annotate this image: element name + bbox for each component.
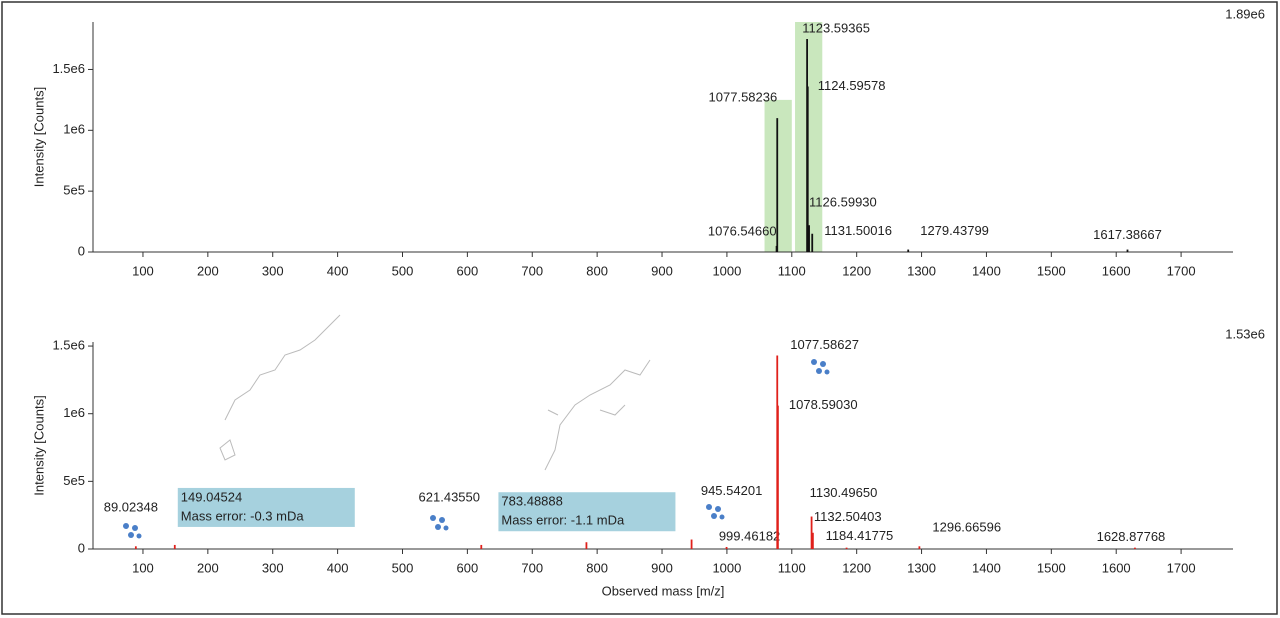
x-tick-label: 600	[457, 560, 479, 575]
y-tick-label: 5e5	[63, 183, 85, 198]
y-tick-label: 5e5	[63, 473, 85, 488]
highlight	[795, 22, 823, 252]
x-tick-label: 300	[262, 263, 284, 278]
peak-label: 1628.87768	[1097, 529, 1166, 544]
x-tick-label: 1300	[907, 263, 936, 278]
x-tick-label: 400	[327, 560, 349, 575]
x-tick-label: 1500	[1037, 263, 1066, 278]
x-axis-label: Observed mass [m/z]	[602, 583, 725, 598]
x-tick-label: 500	[392, 263, 414, 278]
x-tick-label: 1100	[778, 263, 806, 278]
y-tick-label: 1.5e6	[52, 337, 85, 352]
peak-label: 1077.58627	[790, 337, 859, 352]
x-tick-label: 1700	[1167, 560, 1196, 575]
peak-label: 1078.59030	[789, 397, 858, 412]
x-tick-label: 1600	[1102, 263, 1131, 278]
y-axis-label: Intensity [Counts]	[31, 87, 46, 187]
x-tick-label: 700	[521, 560, 543, 575]
y-tick-label: 1e6	[63, 122, 85, 137]
molecule-icon	[706, 504, 725, 520]
max-label: 1.53e6	[1225, 326, 1265, 341]
x-tick-label: 1200	[842, 263, 871, 278]
x-tick-label: 700	[521, 263, 543, 278]
highlight	[764, 99, 792, 252]
molecule-icon	[430, 515, 449, 531]
x-tick-label: 500	[392, 560, 414, 575]
peak-label: 1131.50016	[824, 223, 892, 238]
peak-label: 1132.50403	[814, 509, 882, 524]
x-tick-label: 1700	[1167, 263, 1196, 278]
peak-label: 1076.54660	[708, 223, 777, 238]
peak-label: 1184.41775	[826, 528, 894, 543]
molecule-icon	[123, 523, 142, 539]
x-tick-label: 1500	[1037, 560, 1066, 575]
structure	[544, 359, 651, 471]
x-tick-label: 200	[197, 560, 219, 575]
x-tick-label: 1600	[1102, 560, 1131, 575]
peak-label: 1279.43799	[920, 223, 989, 238]
peak-label: 1123.59365	[802, 20, 870, 35]
x-tick-label: 1200	[842, 560, 871, 575]
peak-label: 945.54201	[701, 483, 762, 498]
peak-label: 89.02348	[104, 500, 158, 515]
y-axis-label: Intensity [Counts]	[31, 395, 46, 495]
x-tick-label: 300	[262, 560, 284, 575]
mass-error: Mass error: -1.1 mDa	[501, 513, 625, 528]
x-tick-label: 1400	[972, 263, 1001, 278]
structure	[219, 314, 341, 461]
x-tick-label: 1400	[972, 560, 1001, 575]
x-tick-label: 100	[132, 560, 154, 575]
y-tick-label: 1.5e6	[52, 61, 85, 76]
structure-sketches	[219, 314, 651, 471]
peak-label: 1296.66596	[932, 520, 1001, 535]
max-label: 1.89e6	[1225, 6, 1265, 21]
molecule-icons	[123, 359, 830, 539]
x-tick-label: 400	[327, 263, 349, 278]
peak-label: 1124.59578	[818, 78, 886, 93]
peak-label: 999.46182	[719, 528, 780, 543]
annotation-box	[498, 492, 676, 532]
x-tick-label: 1000	[712, 263, 741, 278]
y-tick-label: 0	[78, 540, 85, 555]
molecule-icon	[811, 359, 830, 375]
x-tick-label: 800	[586, 263, 608, 278]
x-tick-label: 1100	[778, 560, 806, 575]
annotation-box	[177, 487, 355, 527]
x-tick-label: 1000	[712, 560, 741, 575]
peak-label: 621.43550	[419, 489, 480, 504]
peak-label: 783.48888	[501, 494, 562, 509]
x-tick-label: 900	[651, 263, 673, 278]
peak-label: 149.04524	[181, 489, 242, 504]
mass-error: Mass error: -0.3 mDa	[181, 508, 305, 523]
peak-label: 1130.49650	[810, 485, 878, 500]
y-tick-label: 1e6	[63, 405, 85, 420]
x-tick-label: 900	[651, 560, 673, 575]
y-tick-label: 0	[78, 243, 85, 258]
peak-label: 1077.58236	[709, 90, 778, 105]
x-tick-label: 1300	[907, 560, 936, 575]
peak-label: 1126.59930	[809, 195, 877, 210]
x-tick-label: 800	[586, 560, 608, 575]
x-tick-label: 200	[197, 263, 219, 278]
peak-label: 1617.38667	[1093, 227, 1162, 242]
x-tick-label: 600	[457, 263, 479, 278]
x-tick-label: 100	[132, 263, 154, 278]
